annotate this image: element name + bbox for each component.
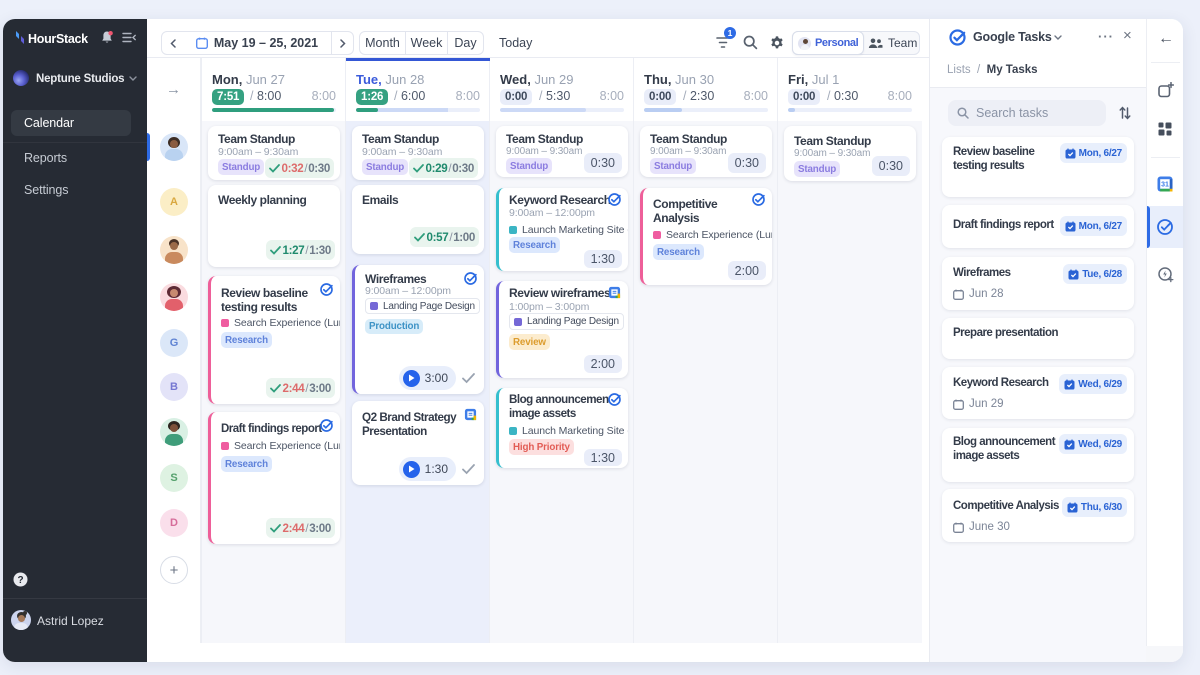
svg-text:31: 31 [1161, 182, 1169, 189]
svg-text:?: ? [17, 575, 23, 586]
